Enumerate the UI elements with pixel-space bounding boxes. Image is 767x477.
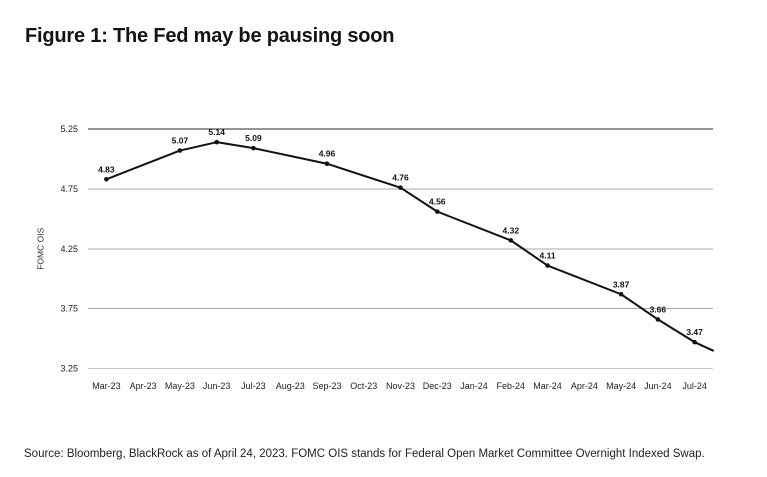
data-point-label: 4.11 <box>540 251 556 261</box>
data-point-label: 3.87 <box>613 279 630 289</box>
y-axis-title: FOMC OIS <box>36 227 46 269</box>
data-point-marker <box>214 139 219 145</box>
data-point-label: 5.09 <box>245 133 262 143</box>
data-point-label: 3.66 <box>650 304 667 314</box>
data-point-label: 4.96 <box>319 149 336 159</box>
data-point-marker <box>618 291 624 297</box>
data-point-marker <box>434 209 440 214</box>
source-note: Source: Bloomberg, BlackRock as of April… <box>24 448 705 460</box>
data-point-label: 5.14 <box>208 127 225 137</box>
x-axis-tick-label: May-24 <box>606 381 636 391</box>
data-point-marker <box>692 339 697 345</box>
x-axis-tick-label: Feb-24 <box>497 381 526 391</box>
data-point-marker <box>655 317 661 322</box>
series-line <box>105 141 714 352</box>
y-axis-tick-label: 3.75 <box>60 304 78 314</box>
data-point-label: 4.32 <box>503 225 520 235</box>
x-axis-tick-label: Dec-23 <box>423 381 452 391</box>
x-axis-tick-label: Apr-24 <box>571 381 598 391</box>
data-point-marker <box>251 145 256 151</box>
data-point-marker <box>324 161 330 167</box>
y-axis-tick-label: 5.25 <box>60 124 78 134</box>
x-axis-tick-label: Jul-24 <box>682 381 707 391</box>
x-axis-tick-label: Jul-23 <box>241 381 266 391</box>
data-point-marker <box>177 148 183 153</box>
x-axis-tick-label: Jun-23 <box>203 381 231 391</box>
data-point-marker <box>104 176 109 182</box>
y-axis-tick-label: 4.25 <box>60 244 78 254</box>
y-axis-tick-label: 3.25 <box>60 364 78 374</box>
data-point-label: 3.47 <box>686 327 703 337</box>
x-axis-tick-label: Mar-23 <box>92 381 121 391</box>
figure-title: Figure 1: The Fed may be pausing soon <box>25 25 395 47</box>
x-axis-tick-label: Oct-23 <box>350 381 377 391</box>
x-axis-tick-label: Jun-24 <box>644 381 672 391</box>
data-point-marker <box>545 263 550 268</box>
x-axis-tick-label: Jan-24 <box>460 381 488 391</box>
x-axis-tick-label: Aug-23 <box>276 381 305 391</box>
x-axis-tick-label: May-23 <box>165 381 195 391</box>
data-point-label: 4.83 <box>98 164 115 174</box>
data-point-marker <box>508 238 514 243</box>
x-axis-tick-label: Apr-23 <box>130 381 157 391</box>
data-point-label: 4.56 <box>429 197 446 207</box>
data-point-marker <box>398 185 403 190</box>
data-point-label: 5.07 <box>172 136 189 146</box>
x-axis-tick-label: Sep-23 <box>312 381 341 391</box>
y-axis-tick-label: 4.75 <box>60 184 78 194</box>
data-point-label: 4.76 <box>392 173 409 183</box>
x-axis-tick-label: Nov-23 <box>386 381 415 391</box>
x-axis-tick-label: Mar-24 <box>533 381 562 391</box>
